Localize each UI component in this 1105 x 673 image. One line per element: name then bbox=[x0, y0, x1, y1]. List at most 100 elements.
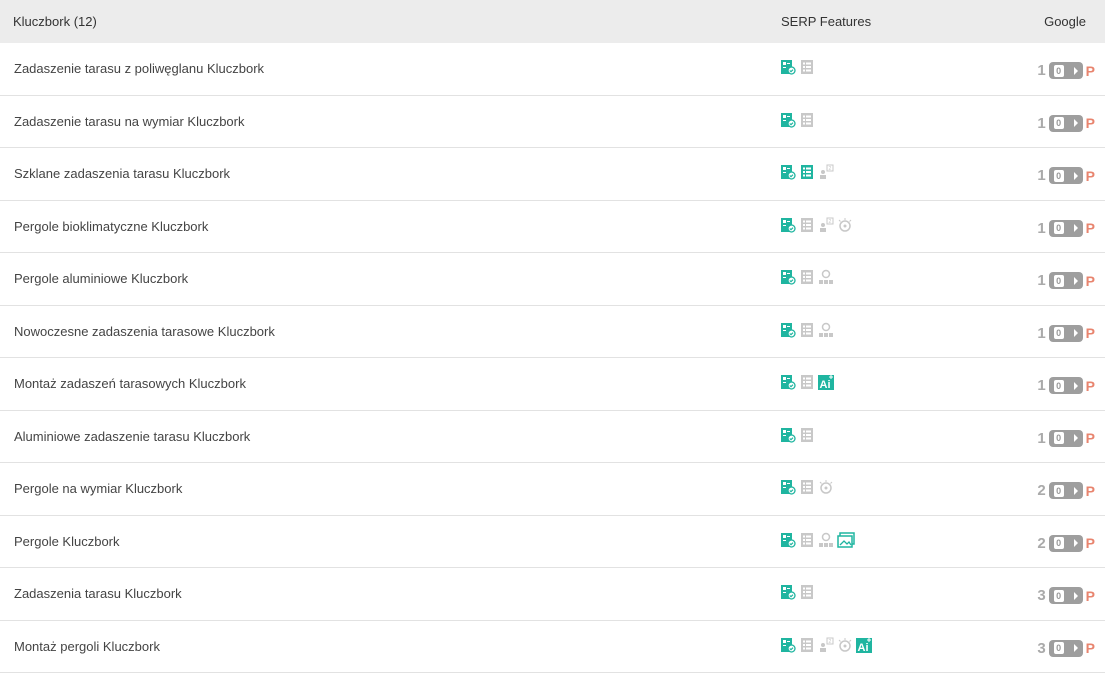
keyword-text[interactable]: Pergole aluminiowe Kluczbork bbox=[14, 271, 188, 286]
position-change-button[interactable]: 0 bbox=[1049, 482, 1083, 499]
position-change-button[interactable]: 0 bbox=[1049, 640, 1083, 657]
keyword-text[interactable]: Zadaszenia tarasu Kluczbork bbox=[14, 586, 182, 601]
serp-features: 2 Ai bbox=[780, 637, 872, 653]
position-value: 1 bbox=[1034, 220, 1046, 237]
position-change-button[interactable]: 0 bbox=[1049, 272, 1083, 289]
position-change-button[interactable]: 0 bbox=[1049, 62, 1083, 79]
position-change-button[interactable]: 0 bbox=[1049, 430, 1083, 447]
p-marker[interactable]: P bbox=[1086, 168, 1095, 184]
serp-check-icon[interactable] bbox=[780, 479, 796, 495]
featured-snippet-icon[interactable] bbox=[837, 637, 853, 653]
table-row: Pergole aluminiowe Kluczbork 1 0 P bbox=[0, 253, 1105, 306]
serp-check-icon[interactable] bbox=[780, 374, 796, 390]
serp-check-icon[interactable] bbox=[780, 59, 796, 75]
position-value: 1 bbox=[1034, 115, 1046, 132]
p-marker[interactable]: P bbox=[1086, 535, 1095, 551]
list-icon[interactable] bbox=[799, 584, 815, 600]
serp-check-icon[interactable] bbox=[780, 112, 796, 128]
list-icon[interactable] bbox=[799, 322, 815, 338]
ai-overview-icon[interactable]: Ai bbox=[856, 637, 872, 653]
keyword-text[interactable]: Pergole bioklimatyczne Kluczbork bbox=[14, 219, 208, 234]
list-icon[interactable] bbox=[799, 164, 815, 180]
change-badge: 0 bbox=[1054, 537, 1064, 549]
ai-overview-icon[interactable]: Ai bbox=[818, 374, 834, 390]
position-change-button[interactable]: 0 bbox=[1049, 115, 1083, 132]
position-value: 3 bbox=[1034, 640, 1046, 657]
serp-check-icon[interactable] bbox=[780, 637, 796, 653]
serp-check-icon[interactable] bbox=[780, 584, 796, 600]
keyword-text[interactable]: Aluminiowe zadaszenie tarasu Kluczbork bbox=[14, 429, 250, 444]
list-icon[interactable] bbox=[799, 427, 815, 443]
table-row: Montaż pergoli Kluczbork 2 Ai 3 0 P bbox=[0, 621, 1105, 673]
position-change-button[interactable]: 0 bbox=[1049, 220, 1083, 237]
play-icon bbox=[1074, 539, 1078, 547]
keyword-text[interactable]: Montaż zadaszeń tarasowych Kluczbork bbox=[14, 376, 246, 391]
keyword-text[interactable]: Montaż pergoli Kluczbork bbox=[14, 639, 160, 654]
serp-features-column-header[interactable]: SERP Features bbox=[781, 14, 871, 29]
p-marker[interactable]: P bbox=[1086, 115, 1095, 131]
position-value: 2 bbox=[1034, 482, 1046, 499]
list-icon[interactable] bbox=[799, 217, 815, 233]
local-pack-icon[interactable] bbox=[818, 532, 834, 548]
position-change-button[interactable]: 0 bbox=[1049, 535, 1083, 552]
position-change-button[interactable]: 0 bbox=[1049, 167, 1083, 184]
keyword-text[interactable]: Pergole na wymiar Kluczbork bbox=[14, 481, 182, 496]
serp-features: 2 bbox=[780, 217, 853, 233]
keyword-text[interactable]: Szklane zadaszenia tarasu Kluczbork bbox=[14, 166, 230, 181]
p-marker[interactable]: P bbox=[1086, 640, 1095, 656]
change-badge: 0 bbox=[1054, 642, 1064, 654]
google-position: 1 0 P bbox=[1034, 377, 1095, 394]
p-marker[interactable]: P bbox=[1086, 273, 1095, 289]
table-row: Zadaszenia tarasu Kluczbork 3 0 P bbox=[0, 568, 1105, 621]
position-change-button[interactable]: 0 bbox=[1049, 377, 1083, 394]
local-pack-icon[interactable] bbox=[818, 269, 834, 285]
position-value: 1 bbox=[1034, 167, 1046, 184]
list-icon[interactable] bbox=[799, 112, 815, 128]
image-pack-icon[interactable] bbox=[837, 532, 853, 548]
keyword-text[interactable]: Zadaszenie tarasu na wymiar Kluczbork bbox=[14, 114, 245, 129]
p-marker[interactable]: P bbox=[1086, 588, 1095, 604]
serp-features bbox=[780, 584, 815, 600]
serp-check-icon[interactable] bbox=[780, 164, 796, 180]
people-also-ask-icon[interactable]: 2 bbox=[818, 637, 834, 653]
list-icon[interactable] bbox=[799, 59, 815, 75]
position-value: 1 bbox=[1034, 272, 1046, 289]
serp-check-icon[interactable] bbox=[780, 269, 796, 285]
serp-check-icon[interactable] bbox=[780, 322, 796, 338]
position-change-button[interactable]: 0 bbox=[1049, 325, 1083, 342]
p-marker[interactable]: P bbox=[1086, 378, 1095, 394]
list-icon[interactable] bbox=[799, 374, 815, 390]
serp-check-icon[interactable] bbox=[780, 217, 796, 233]
position-value: 1 bbox=[1034, 62, 1046, 79]
change-badge: 0 bbox=[1054, 117, 1064, 129]
list-icon[interactable] bbox=[799, 479, 815, 495]
p-marker[interactable]: P bbox=[1086, 483, 1095, 499]
serp-features bbox=[780, 269, 834, 285]
keyword-text[interactable]: Pergole Kluczbork bbox=[14, 534, 120, 549]
serp-check-icon[interactable] bbox=[780, 532, 796, 548]
p-marker[interactable]: P bbox=[1086, 430, 1095, 446]
people-also-ask-icon[interactable]: 2 bbox=[818, 217, 834, 233]
p-marker[interactable]: P bbox=[1086, 63, 1095, 79]
list-icon[interactable] bbox=[799, 532, 815, 548]
featured-snippet-icon[interactable] bbox=[837, 217, 853, 233]
keyword-text[interactable]: Zadaszenie tarasu z poliwęglanu Kluczbor… bbox=[14, 61, 264, 76]
position-value: 2 bbox=[1034, 535, 1046, 552]
position-change-button[interactable]: 0 bbox=[1049, 587, 1083, 604]
p-marker[interactable]: P bbox=[1086, 325, 1095, 341]
google-position: 2 0 P bbox=[1034, 535, 1095, 552]
list-icon[interactable] bbox=[799, 269, 815, 285]
keyword-text[interactable]: Nowoczesne zadaszenia tarasowe Kluczbork bbox=[14, 324, 275, 339]
table-row: Zadaszenie tarasu na wymiar Kluczbork 1 … bbox=[0, 96, 1105, 149]
change-badge: 0 bbox=[1054, 590, 1064, 602]
table-row: Montaż zadaszeń tarasowych Kluczbork Ai … bbox=[0, 358, 1105, 411]
serp-features bbox=[780, 532, 853, 548]
local-pack-icon[interactable] bbox=[818, 322, 834, 338]
people-also-ask-icon[interactable]: 2 bbox=[818, 164, 834, 180]
serp-check-icon[interactable] bbox=[780, 427, 796, 443]
list-icon[interactable] bbox=[799, 637, 815, 653]
google-column-header[interactable]: Google bbox=[1044, 14, 1086, 29]
p-marker[interactable]: P bbox=[1086, 220, 1095, 236]
featured-snippet-icon[interactable] bbox=[818, 479, 834, 495]
keyword-column-header[interactable]: Kluczbork (12) bbox=[13, 14, 97, 29]
